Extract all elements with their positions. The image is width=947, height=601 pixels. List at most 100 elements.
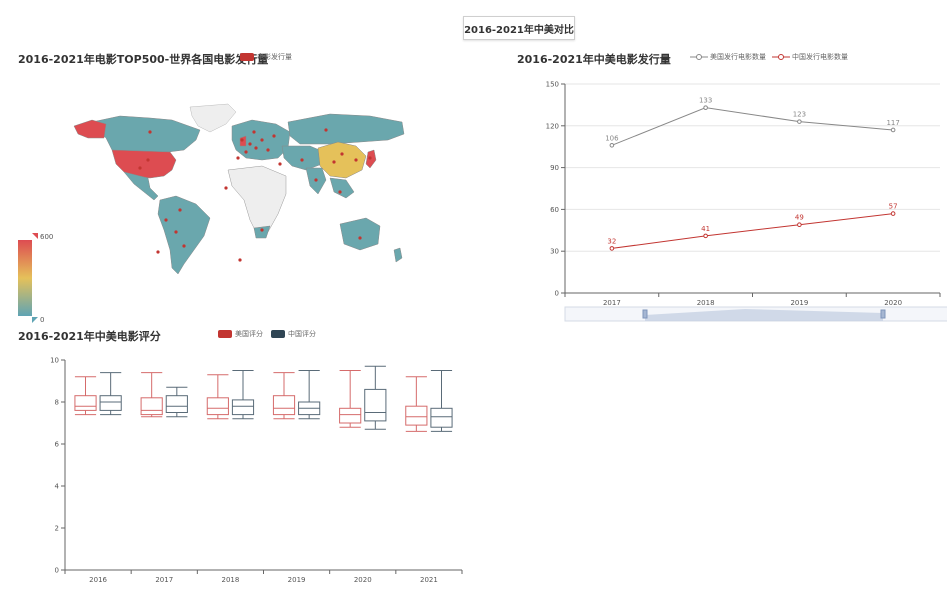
line-point[interactable] <box>797 222 802 228</box>
box-item-usa[interactable] <box>140 372 163 418</box>
line-point[interactable] <box>703 105 708 110</box>
box-legend-china-label[interactable]: 中国评分 <box>288 330 316 338</box>
line-data-label: 106 <box>605 134 619 142</box>
map-point[interactable] <box>358 236 362 240</box>
box-body <box>339 407 362 424</box>
line-legend-china-icon[interactable] <box>772 53 790 61</box>
box-item-usa[interactable] <box>206 374 229 420</box>
box-legend-usa-label[interactable]: 美国评分 <box>235 330 263 338</box>
line-series-0[interactable] <box>611 107 894 146</box>
datazoom-handle[interactable] <box>880 309 886 319</box>
map-region-south-america[interactable] <box>157 195 211 275</box>
map-point[interactable] <box>224 186 228 190</box>
map-region-russia[interactable] <box>287 113 405 145</box>
line-x-tick-label: 2020 <box>884 299 902 307</box>
box-y-tick-label: 4 <box>55 483 60 491</box>
map-point[interactable] <box>238 258 242 262</box>
line-point[interactable] <box>609 143 615 148</box>
box-item-china[interactable] <box>298 370 321 420</box>
box-item-usa[interactable] <box>74 376 97 416</box>
line-point[interactable] <box>890 211 896 216</box>
map-point[interactable] <box>260 228 264 232</box>
map-point[interactable] <box>244 150 248 154</box>
box-x-tick-label: 2019 <box>288 576 306 584</box>
line-y-tick-label: 120 <box>546 122 559 130</box>
box-chart[interactable]: 0 2 4 6 8 10 2016 2017 2018 2019 2020 2021 <box>30 348 475 588</box>
box-x-tick-label: 2016 <box>89 576 107 584</box>
map-point[interactable] <box>182 244 186 248</box>
map-point[interactable] <box>272 134 276 138</box>
box-item-usa[interactable] <box>405 376 428 432</box>
map-point[interactable] <box>178 208 182 212</box>
box-body <box>206 397 229 416</box>
line-legend-usa-label[interactable]: 美国发行电影数量 <box>710 53 766 61</box>
box-chart-title: 2016-2021年中美电影评分 <box>18 330 161 343</box>
map-region-australia[interactable] <box>339 217 381 251</box>
line-point[interactable] <box>890 127 896 133</box>
map-point[interactable] <box>240 138 244 142</box>
box-item-china[interactable] <box>364 365 387 430</box>
box-item-china[interactable] <box>165 386 188 418</box>
box-item-china[interactable] <box>99 372 122 416</box>
map-point[interactable] <box>156 250 160 254</box>
line-data-label: 117 <box>886 119 899 127</box>
visual-map[interactable]: 600 0 <box>18 233 53 324</box>
visual-map-bottom-handle[interactable] <box>32 317 38 323</box>
line-legend-usa-icon[interactable] <box>690 53 708 61</box>
map-point[interactable] <box>332 160 336 164</box>
datazoom-selected[interactable] <box>645 309 883 321</box>
line-y-tick-label: 60 <box>550 206 559 214</box>
map-point[interactable] <box>138 166 142 170</box>
map-region-southeast-asia[interactable] <box>329 177 355 199</box>
box-item-china[interactable] <box>430 370 453 432</box>
box-x-tick-label: 2020 <box>354 576 372 584</box>
map-legend[interactable]: 电影发行量 <box>240 52 292 62</box>
map-point[interactable] <box>354 158 358 162</box>
map-point[interactable] <box>278 162 282 166</box>
line-x-tick-label: 2019 <box>790 299 808 307</box>
map-point[interactable] <box>174 230 178 234</box>
line-point[interactable] <box>703 233 708 239</box>
box-item-china[interactable] <box>231 370 255 420</box>
box-item-usa[interactable] <box>339 370 362 428</box>
map-point[interactable] <box>254 146 258 150</box>
map-point[interactable] <box>260 138 264 142</box>
map-region-alaska[interactable] <box>73 119 107 139</box>
line-data-label: 57 <box>889 203 898 211</box>
datazoom-handle[interactable] <box>642 309 648 319</box>
line-y-tick-label: 150 <box>546 81 559 89</box>
box-item-usa[interactable] <box>272 372 296 420</box>
map-region-south-africa[interactable] <box>253 225 271 239</box>
map-point[interactable] <box>164 218 168 222</box>
box-legend-usa-swatch[interactable] <box>218 330 232 338</box>
map-point[interactable] <box>300 158 304 162</box>
map-point[interactable] <box>146 158 150 162</box>
map-point[interactable] <box>252 130 256 134</box>
world-map[interactable]: 600 0 <box>0 60 470 330</box>
map-region-mexico[interactable] <box>123 171 159 201</box>
line-legend-china-label[interactable]: 中国发行电影数量 <box>792 53 848 61</box>
map-point[interactable] <box>314 178 318 182</box>
map-point[interactable] <box>148 130 152 134</box>
line-chart[interactable]: 0 30 60 90 120 150 2017 2018 2019 2020 106 133 123 11… <box>530 70 947 330</box>
map-point[interactable] <box>338 190 342 194</box>
map-region-central-asia[interactable] <box>281 145 325 171</box>
line-x-tick-label: 2018 <box>697 299 715 307</box>
map-point[interactable] <box>340 152 344 156</box>
map-region-africa[interactable] <box>227 165 287 237</box>
map-point[interactable] <box>248 142 252 146</box>
map-point[interactable] <box>236 156 240 160</box>
map-region-new-zealand[interactable] <box>393 247 403 263</box>
map-region-china[interactable] <box>317 141 367 179</box>
map-region-usa[interactable] <box>111 149 177 179</box>
map-point[interactable] <box>368 156 372 160</box>
line-point[interactable] <box>797 119 802 124</box>
map-region-greenland[interactable] <box>189 103 237 133</box>
map-point[interactable] <box>266 148 270 152</box>
map-point[interactable] <box>324 128 328 132</box>
line-series-1[interactable] <box>611 213 894 249</box>
box-legend-china-swatch[interactable] <box>271 330 285 338</box>
visual-map-top-handle[interactable] <box>32 233 38 239</box>
line-point[interactable] <box>609 246 615 251</box>
map-region-canada[interactable] <box>91 115 201 153</box>
